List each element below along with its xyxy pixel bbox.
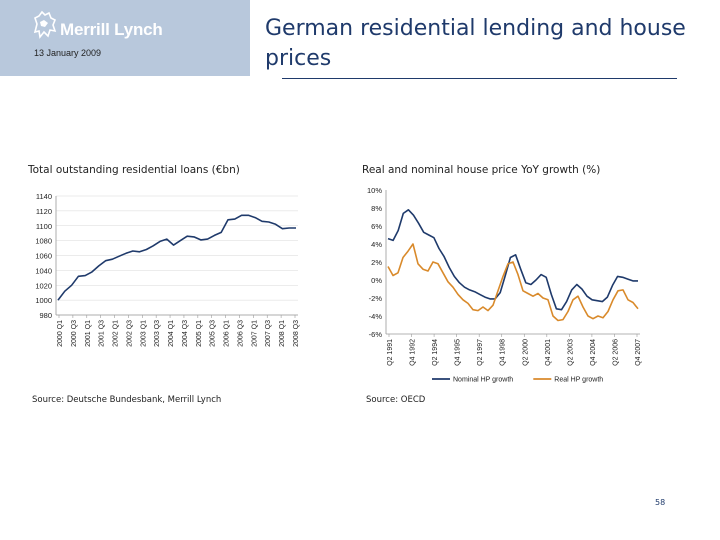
x-tick-label: 2003 Q1 (140, 320, 147, 347)
series-line-1 (387, 208, 638, 311)
report-date: 13 January 2009 (34, 48, 102, 58)
series-line-1 (57, 214, 296, 301)
x-tick-label: Q2 2000 (522, 339, 529, 366)
y-tick-label: 1120 (36, 207, 52, 216)
y-tick-label: 1040 (35, 266, 52, 275)
y-tick-label: 1000 (35, 296, 52, 305)
x-tick-label: 2002 Q1 (113, 320, 120, 347)
x-tick-label: Q2 2003 (567, 339, 574, 366)
y-tick-label: 8% (371, 204, 382, 213)
x-tick-label: 2000 Q3 (71, 320, 78, 347)
x-tick-label: Q4 1995 (455, 339, 462, 366)
y-tick-label: 1020 (35, 281, 52, 290)
x-tick-label: 2001 Q3 (99, 320, 106, 347)
x-tick-label: 2007 Q1 (251, 320, 258, 347)
x-tick-label: 2004 Q1 (168, 320, 175, 347)
left-chart-source: Source: Deutsche Bundesbank, Merrill Lyn… (32, 395, 222, 405)
x-tick-label: Q2 1994 (432, 339, 439, 366)
y-tick-label: 6% (371, 222, 382, 231)
loans-chart: 980 1000 1020 1040 1060 1080 1100 1120 1140 2000 … (35, 192, 300, 347)
x-tick-label: Q4 2001 (545, 339, 552, 366)
y-tick-label: 4% (371, 240, 382, 249)
x-tick-label: 2008 Q1 (279, 320, 286, 347)
y-tick-label: 2% (371, 258, 382, 267)
x-tick-label: 2000 Q1 (57, 320, 64, 347)
y-tick-label: 0% (371, 276, 382, 285)
y-tick-label: 1080 (35, 237, 52, 246)
title-rule (282, 78, 677, 79)
x-tick-label: 2007 Q3 (265, 320, 272, 347)
x-tick-label: Q4 1992 (410, 339, 417, 366)
series-line-2 (387, 243, 639, 322)
right-chart-source: Source: OECD (366, 395, 426, 405)
y-tick-label: 1140 (36, 192, 52, 201)
y-tick-label: -2% (369, 294, 383, 303)
bull-logo-icon (33, 10, 57, 39)
x-tick-label: Q4 2004 (590, 339, 597, 366)
brand-block: Merrill Lynch 13 January 2009 (0, 0, 250, 76)
x-tick-label: 2008 Q3 (293, 320, 300, 347)
logo-text: Merrill Lynch (60, 20, 163, 39)
y-tick-label: 980 (39, 311, 52, 320)
x-tick-label: 2002 Q3 (126, 320, 133, 347)
x-tick-label: 2006 Q3 (237, 320, 244, 347)
x-tick-label: Q4 2007 (635, 339, 642, 366)
x-tick-label: 2003 Q3 (154, 320, 161, 347)
legend-label: Real HP growth (554, 377, 603, 384)
page-number: 58 (655, 498, 666, 507)
right-chart-title: Real and nominal house price YoY growth … (362, 164, 601, 176)
legend-label: Nominal HP growth (453, 377, 513, 384)
x-tick-label: 2005 Q3 (210, 320, 217, 347)
x-tick-label: Q2 2006 (612, 339, 619, 366)
left-chart-title: Total outstanding residential loans (€bn… (28, 164, 240, 176)
x-tick-label: Q2 1997 (477, 339, 484, 366)
y-tick-label: 10% (367, 186, 382, 195)
x-tick-label: 2004 Q3 (182, 320, 189, 347)
slide-title: German residential lending and house pri… (265, 16, 686, 71)
y-tick-label: 1100 (36, 222, 52, 231)
x-tick-label: 2006 Q1 (224, 320, 231, 347)
y-tick-label: 1060 (35, 252, 52, 261)
x-tick-label: Q2 1991 (387, 339, 394, 366)
house-price-chart: -6% -4% -2% 0% 2% 4% 6% 8% 10% Q2 1991 Q4 1992 Q2 1… (367, 186, 642, 384)
x-tick-label: 2001 Q1 (85, 320, 92, 347)
x-tick-label: Q4 1998 (500, 339, 507, 366)
x-tick-label: 2005 Q1 (196, 320, 203, 347)
y-tick-label: -4% (369, 312, 383, 321)
y-tick-label: -6% (369, 330, 383, 339)
